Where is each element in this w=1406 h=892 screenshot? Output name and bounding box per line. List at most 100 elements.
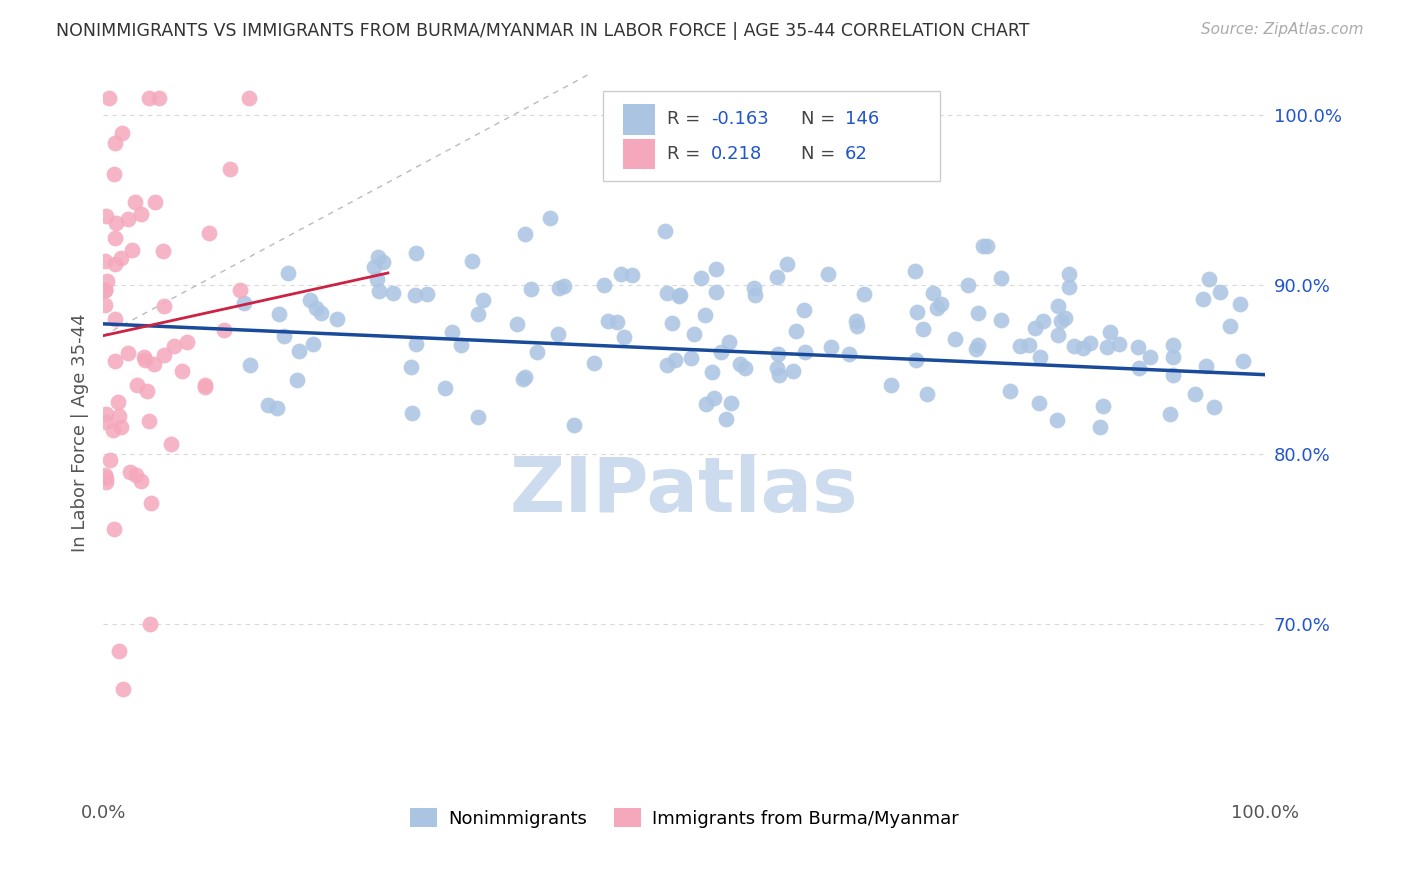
Point xyxy=(768,368,790,382)
Point xyxy=(366,272,388,286)
Point xyxy=(515,370,537,384)
Point xyxy=(96,475,118,490)
Point xyxy=(669,288,692,302)
Point xyxy=(793,302,815,317)
Point xyxy=(766,347,789,361)
Point xyxy=(104,257,127,271)
Point xyxy=(1032,314,1054,328)
Legend: Nonimmigrants, Immigrants from Burma/Myanmar: Nonimmigrants, Immigrants from Burma/Mya… xyxy=(402,801,966,835)
Point xyxy=(1029,350,1052,364)
Point xyxy=(104,136,127,151)
Point xyxy=(538,211,561,225)
Point xyxy=(285,373,308,387)
Point xyxy=(838,347,860,361)
Point xyxy=(127,378,149,392)
Point xyxy=(704,285,727,299)
Text: NONIMMIGRANTS VS IMMIGRANTS FROM BURMA/MYANMAR IN LABOR FORCE | AGE 35-44 CORREL: NONIMMIGRANTS VS IMMIGRANTS FROM BURMA/M… xyxy=(56,22,1029,40)
Point xyxy=(1128,360,1150,375)
Point xyxy=(94,253,117,268)
Point xyxy=(288,343,311,358)
Point xyxy=(277,266,299,280)
Point xyxy=(382,285,405,300)
Point xyxy=(734,361,756,376)
Point xyxy=(98,453,121,467)
Point xyxy=(1097,340,1119,354)
Point xyxy=(766,361,789,376)
Point xyxy=(547,327,569,342)
Point xyxy=(683,326,706,341)
Point xyxy=(519,282,541,296)
Point xyxy=(693,308,716,322)
Point xyxy=(153,348,176,362)
Point xyxy=(163,339,186,353)
Point xyxy=(239,358,262,372)
Point xyxy=(782,363,804,377)
Point xyxy=(148,91,170,105)
Point xyxy=(124,194,146,209)
Point xyxy=(704,261,727,276)
Point xyxy=(612,330,634,344)
Point xyxy=(582,356,605,370)
Point xyxy=(915,387,938,401)
Point xyxy=(176,334,198,349)
Point xyxy=(117,345,139,359)
Point xyxy=(108,409,131,423)
Point xyxy=(1192,293,1215,307)
Point xyxy=(467,307,489,321)
Point xyxy=(138,414,160,428)
Point xyxy=(1053,310,1076,325)
Point xyxy=(965,342,987,356)
Point xyxy=(904,264,927,278)
Point xyxy=(472,293,495,307)
Point xyxy=(1108,337,1130,351)
Point xyxy=(103,522,125,536)
Point xyxy=(94,298,117,312)
Point xyxy=(853,287,876,301)
Point xyxy=(990,271,1012,285)
Point xyxy=(198,226,221,240)
Point xyxy=(111,681,134,696)
Point xyxy=(606,315,628,329)
Point xyxy=(218,161,240,176)
Point xyxy=(139,617,162,632)
Point xyxy=(592,277,614,292)
Point xyxy=(129,207,152,221)
Point xyxy=(194,378,217,392)
Point xyxy=(121,243,143,257)
Point xyxy=(512,372,534,386)
Text: R =: R = xyxy=(666,111,706,128)
Text: ZIPatlas: ZIPatlas xyxy=(510,454,859,528)
Point xyxy=(943,333,966,347)
Point xyxy=(718,335,741,350)
Point xyxy=(1139,350,1161,364)
Point xyxy=(367,250,389,264)
Point xyxy=(929,297,952,311)
Point xyxy=(1204,401,1226,415)
Bar xyxy=(623,139,655,169)
Point xyxy=(94,209,117,223)
Point xyxy=(305,301,328,315)
Point xyxy=(766,269,789,284)
Point xyxy=(367,284,389,298)
Point xyxy=(1161,368,1184,382)
Point xyxy=(107,644,129,658)
Point xyxy=(655,359,678,373)
Y-axis label: In Labor Force | Age 35-44: In Labor Force | Age 35-44 xyxy=(72,314,89,552)
Point xyxy=(1099,325,1122,339)
Point xyxy=(1046,299,1069,313)
Point xyxy=(94,467,117,482)
Point xyxy=(96,471,118,485)
Point xyxy=(1159,407,1181,421)
Point xyxy=(299,293,322,307)
Point xyxy=(110,251,132,265)
Point xyxy=(416,286,439,301)
Point xyxy=(152,244,174,258)
Point xyxy=(104,354,127,368)
Point xyxy=(229,283,252,297)
Point xyxy=(94,283,117,297)
Point xyxy=(564,417,586,432)
Point xyxy=(957,278,980,293)
Point xyxy=(1128,340,1150,354)
Point xyxy=(433,381,456,395)
Point xyxy=(1050,314,1073,328)
